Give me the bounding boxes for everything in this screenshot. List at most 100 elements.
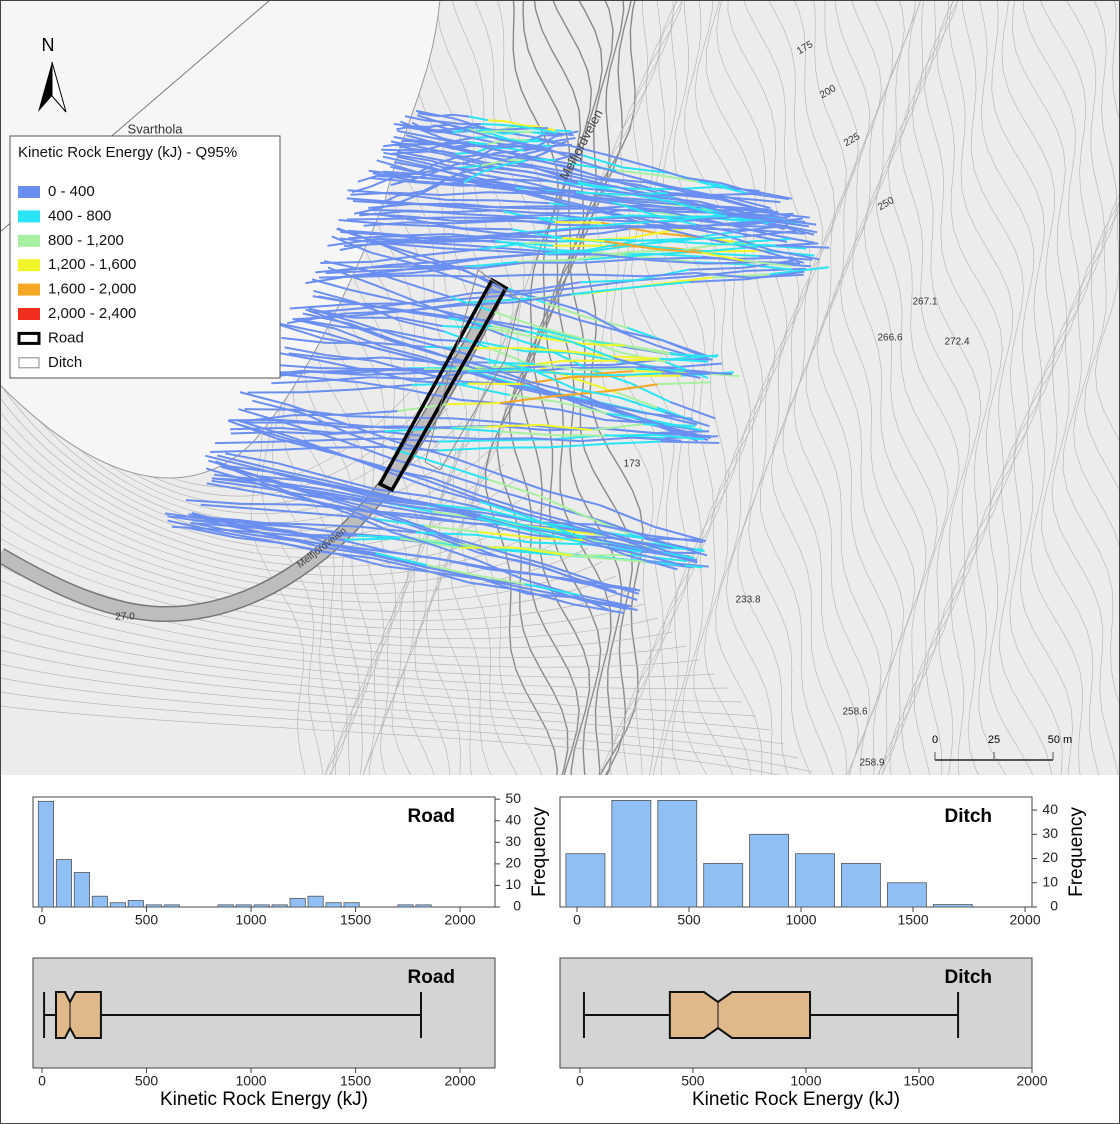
y-tick-label: 40 xyxy=(1042,801,1058,817)
trajectory xyxy=(609,240,665,241)
x-tick-label: 1000 xyxy=(235,912,266,928)
legend: Kinetic Rock Energy (kJ) - Q95% 0 - 400 4… xyxy=(10,136,280,378)
panel-title: Road xyxy=(408,967,456,988)
trajectory xyxy=(501,208,544,209)
trajectory xyxy=(381,150,401,151)
elevation-label: 233.8 xyxy=(735,595,760,606)
trajectory xyxy=(481,124,500,125)
legend-swatch xyxy=(18,210,40,222)
trajectory xyxy=(632,189,672,190)
y-tick-label: 30 xyxy=(505,833,521,849)
scale-label: 50 m xyxy=(1048,734,1072,746)
trajectory xyxy=(479,438,532,439)
trajectory xyxy=(402,144,420,145)
trajectory xyxy=(677,216,727,217)
trajectory xyxy=(555,222,601,223)
x-tick-label: 500 xyxy=(677,912,701,928)
y-tick-label: 0 xyxy=(513,898,521,914)
bar xyxy=(796,854,835,907)
x-tick-label: 2000 xyxy=(445,1073,476,1089)
trajectory xyxy=(631,216,677,217)
legend-swatch xyxy=(18,284,40,296)
trajectory xyxy=(512,129,530,130)
bar xyxy=(290,898,305,907)
x-tick-label: 500 xyxy=(135,1073,159,1089)
bar xyxy=(38,801,53,907)
trajectory xyxy=(488,120,506,121)
trajectory xyxy=(435,132,452,133)
trajectory xyxy=(322,447,382,448)
trajectory xyxy=(581,369,636,370)
legend-label: 400 - 800 xyxy=(48,207,111,224)
legend-swatch xyxy=(19,333,39,343)
legend-swatch xyxy=(18,259,40,271)
trajectory xyxy=(713,194,757,195)
legend-label: Ditch xyxy=(48,354,82,371)
x-tick-label: 1500 xyxy=(340,1073,371,1089)
x-tick-label: 1500 xyxy=(903,1073,934,1089)
trajectory xyxy=(464,128,479,129)
panel-title: Ditch xyxy=(945,806,993,827)
bar xyxy=(750,834,789,907)
bar xyxy=(612,800,651,907)
y-axis-label: Frequency xyxy=(529,807,550,897)
elevation-label: 267.1 xyxy=(912,297,937,308)
elevation-label: 266.6 xyxy=(877,333,902,344)
x-tick-label: 0 xyxy=(38,1073,46,1089)
trajectory xyxy=(369,210,415,211)
x-tick-label: 1000 xyxy=(235,1073,266,1089)
bar xyxy=(933,905,972,907)
bar xyxy=(74,872,89,907)
trajectory xyxy=(438,440,496,441)
x-tick-label: 2000 xyxy=(445,912,476,928)
y-tick-label: 40 xyxy=(505,811,521,827)
trajectory xyxy=(463,228,512,229)
trajectory xyxy=(456,220,511,221)
trajectory xyxy=(470,372,523,373)
trajectory xyxy=(570,367,620,368)
x-tick-label: 500 xyxy=(135,912,159,928)
trajectory xyxy=(394,218,446,219)
trajectory xyxy=(242,504,304,505)
legend-label: Road xyxy=(48,329,84,346)
bar xyxy=(56,860,71,907)
legend-label: 800 - 1,200 xyxy=(48,232,124,249)
trajectory xyxy=(431,276,481,277)
x-tick-label: 1500 xyxy=(340,912,371,928)
trajectory xyxy=(348,416,400,417)
trajectory xyxy=(319,276,376,277)
scale-label: 25 xyxy=(988,734,1000,746)
box xyxy=(56,992,101,1038)
trajectory xyxy=(349,426,400,427)
north-label: N xyxy=(42,35,55,55)
x-axis-label: Kinetic Rock Energy (kJ) xyxy=(692,1089,900,1110)
x-axis-label: Kinetic Rock Energy (kJ) xyxy=(160,1089,368,1110)
bar xyxy=(887,883,926,907)
trajectory xyxy=(718,244,776,245)
trajectory xyxy=(538,218,586,219)
trajectory xyxy=(376,276,431,277)
trajectory xyxy=(344,538,400,539)
bar xyxy=(254,905,269,907)
x-tick-label: 1500 xyxy=(897,912,928,928)
trajectory xyxy=(468,384,521,385)
trajectory xyxy=(514,131,532,132)
legend-title: Kinetic Rock Energy (kJ) - Q95% xyxy=(18,144,237,161)
trajectory xyxy=(230,428,282,429)
x-tick-label: 1000 xyxy=(785,912,816,928)
box xyxy=(670,992,810,1038)
trajectory xyxy=(636,258,688,259)
elevation-label: 258.6 xyxy=(842,707,867,718)
trajectory xyxy=(410,152,425,153)
legend-label: 0 - 400 xyxy=(48,183,95,200)
elevation-label: 272.4 xyxy=(944,337,969,348)
scale-label: 0 xyxy=(932,734,938,746)
trajectory xyxy=(400,418,453,419)
x-tick-label: 2000 xyxy=(1009,912,1040,928)
trajectory xyxy=(215,442,268,443)
legend-label: 1,200 - 1,600 xyxy=(48,256,136,273)
elevation-label: 173 xyxy=(624,459,641,470)
y-tick-label: 20 xyxy=(1042,849,1058,865)
y-tick-label: 0 xyxy=(1050,898,1058,914)
y-tick-label: 10 xyxy=(1042,873,1058,889)
